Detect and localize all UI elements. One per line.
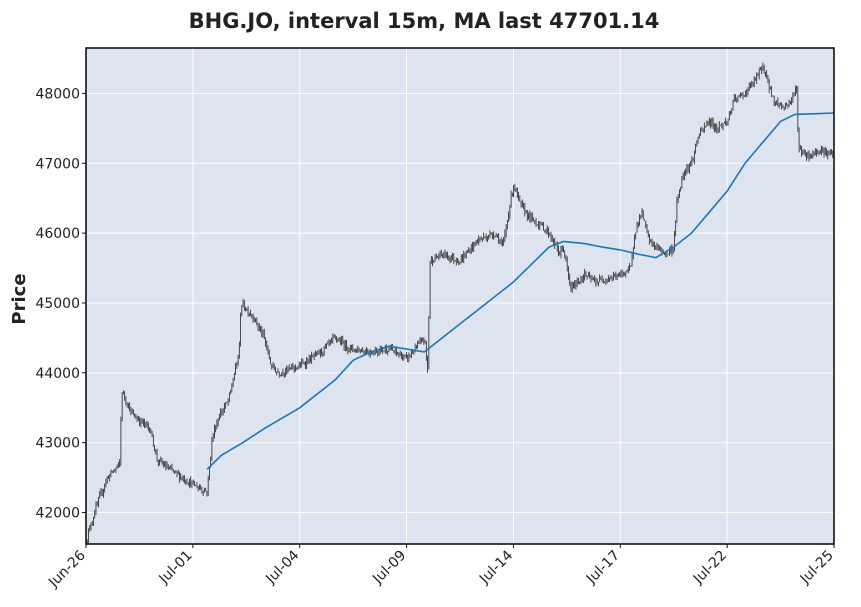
plot-area (86, 48, 834, 544)
x-tick-label: Jun-26 (45, 547, 89, 591)
x-tick-label: Jul-01 (156, 548, 196, 588)
x-tick-label: Jul-09 (369, 548, 409, 588)
chart-title: BHG.JO, interval 15m, MA last 47701.14 (189, 9, 660, 33)
x-tick-label: Jul-04 (262, 547, 302, 587)
y-tick-label: 48000 (35, 86, 80, 102)
x-tick-label: Jul-17 (583, 548, 623, 588)
moving-average-line (206, 112, 835, 470)
y-tick-label: 47000 (35, 156, 80, 172)
x-tick-label: Jul-22 (690, 548, 730, 588)
x-tick-label: Jul-25 (797, 548, 837, 588)
x-tick-label: Jul-14 (476, 547, 516, 587)
y-tick-label: 43000 (35, 436, 80, 452)
y-tick-label: 46000 (35, 226, 80, 242)
grid-lines (85, 48, 835, 544)
y-axis: 42000 43000 44000 45000 46000 47000 48000 (35, 86, 86, 522)
x-axis: Jun-26 Jul-01 Jul-04 Jul-09 Jul-14 Jul-17 Jul-… (45, 544, 837, 591)
plot-border (85, 47, 835, 545)
y-tick-label: 44000 (35, 366, 80, 382)
y-tick-label: 45000 (35, 296, 80, 312)
y-axis-label: Price (9, 273, 30, 324)
y-tick-label: 42000 (35, 506, 80, 522)
